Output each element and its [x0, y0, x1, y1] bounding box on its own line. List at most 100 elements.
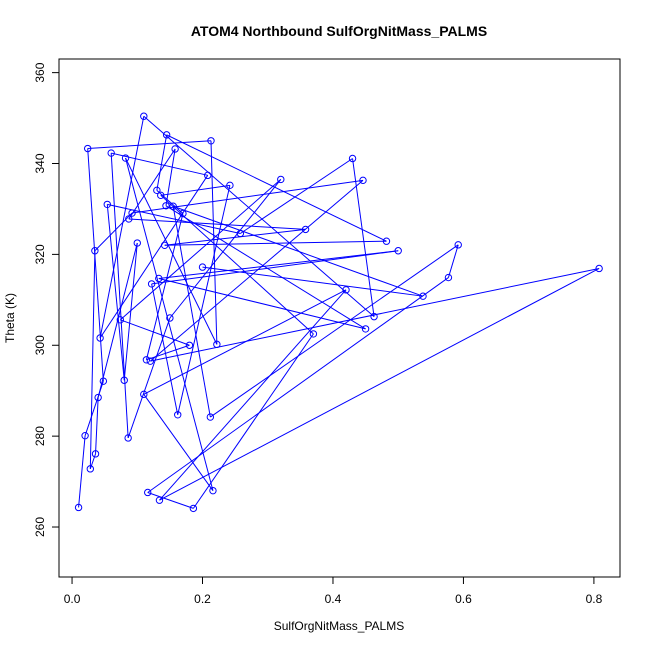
data-point	[213, 340, 221, 349]
data-point	[166, 314, 174, 322]
data-point	[103, 200, 111, 209]
series-segment	[106, 204, 125, 381]
series-segment	[158, 277, 366, 330]
data-point	[361, 325, 370, 333]
series-segment	[146, 344, 190, 361]
data-point	[155, 496, 164, 504]
x-tick-label: 0.4	[325, 592, 342, 606]
data-point	[157, 191, 165, 200]
data-point	[207, 137, 215, 145]
series-segment	[352, 158, 375, 317]
series-segment	[99, 175, 209, 339]
data-point	[277, 175, 285, 184]
data-point	[394, 247, 402, 255]
y-tick-label: 300	[33, 335, 47, 355]
data-point	[236, 229, 245, 238]
series-segment	[107, 203, 241, 234]
y-axis: 260 280 300 320 340 360	[33, 62, 60, 537]
series-segment	[78, 435, 86, 508]
series-segment	[158, 250, 399, 279]
x-tick-label: 0.8	[586, 592, 603, 606]
data-point	[370, 312, 378, 321]
series-segment	[87, 140, 212, 150]
series-segment	[143, 394, 214, 491]
data-point	[128, 209, 136, 217]
data-point	[204, 171, 212, 180]
series-layer	[74, 112, 603, 513]
data-point	[142, 356, 151, 364]
data-point	[125, 215, 133, 223]
series-segment	[159, 289, 347, 501]
series-segment	[210, 244, 459, 418]
x-tick-label: 0.2	[194, 592, 211, 606]
series-segment	[210, 140, 218, 345]
series-segment	[87, 148, 104, 382]
series-segment	[143, 115, 375, 318]
data-point	[342, 286, 350, 294]
series-segment	[89, 453, 97, 470]
series-segment	[120, 319, 190, 346]
series-segment	[164, 228, 306, 246]
data-point	[86, 465, 95, 473]
series-segment	[150, 179, 364, 362]
data-point	[162, 131, 171, 139]
data-point	[359, 176, 367, 185]
y-tick-label: 360	[33, 62, 47, 82]
series-segment	[95, 397, 99, 454]
data-point	[140, 112, 148, 120]
data-point	[198, 263, 207, 271]
series-segment	[128, 148, 176, 220]
data-point	[179, 209, 187, 218]
series-segment	[160, 194, 314, 335]
data-point	[99, 377, 108, 385]
series-segment	[202, 266, 424, 297]
x-axis: 0.0 0.2 0.4 0.6 0.8	[64, 576, 603, 606]
data-point	[144, 488, 152, 497]
series-segment	[127, 317, 171, 439]
y-tick-label: 280	[33, 426, 47, 446]
data-point	[94, 393, 102, 402]
data-point	[120, 376, 128, 384]
data-point	[155, 274, 163, 283]
data-point	[301, 225, 310, 234]
series-segment	[192, 333, 314, 509]
series-segment	[160, 184, 230, 196]
data-point	[140, 390, 148, 399]
series-segment	[128, 218, 306, 230]
data-point	[91, 450, 100, 458]
series-segment	[172, 205, 424, 297]
data-point	[133, 239, 141, 247]
series-segment	[123, 242, 138, 381]
x-tick-label: 0.0	[64, 592, 81, 606]
data-point	[309, 330, 318, 338]
series-segment	[151, 250, 399, 285]
data-point	[226, 181, 234, 190]
data-point	[91, 247, 99, 255]
series-segment	[150, 267, 600, 362]
data-point	[185, 341, 194, 349]
series-segment	[165, 148, 176, 206]
data-point	[189, 504, 198, 513]
series-segment	[99, 116, 145, 339]
data-point	[169, 202, 177, 210]
series-segment	[145, 213, 184, 360]
series-segment	[156, 189, 184, 214]
data-point	[147, 280, 156, 288]
data-point	[348, 154, 357, 163]
data-point	[116, 316, 125, 324]
series-segment	[119, 179, 282, 321]
series-segment	[147, 492, 194, 509]
x-axis-label: SulfOrgNitMass_PALMS	[274, 619, 404, 633]
data-point	[124, 434, 132, 442]
x-tick-label: 0.6	[455, 592, 472, 606]
series-segment	[151, 283, 179, 415]
data-point	[444, 273, 453, 282]
data-point	[171, 145, 179, 153]
data-point	[454, 241, 462, 249]
y-tick-label: 320	[33, 244, 47, 264]
data-point	[162, 202, 170, 210]
data-point	[160, 241, 169, 249]
series-segment	[165, 205, 366, 330]
data-point	[121, 154, 130, 162]
